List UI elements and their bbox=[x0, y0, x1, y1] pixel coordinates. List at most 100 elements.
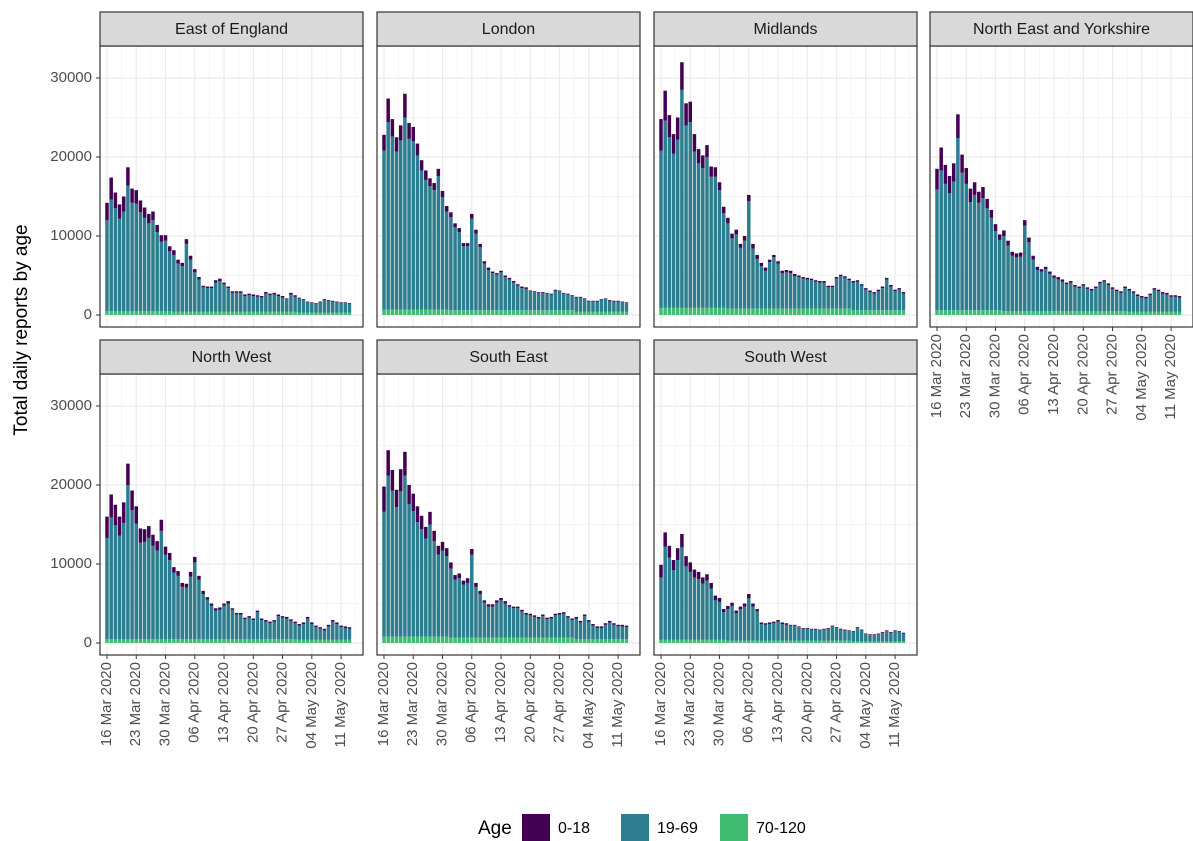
bar-segment bbox=[503, 277, 507, 311]
bar-segment bbox=[595, 300, 599, 302]
bar-segment bbox=[1094, 288, 1098, 312]
bar-segment bbox=[197, 277, 201, 280]
bar-segment bbox=[251, 294, 256, 297]
bar-segment bbox=[155, 541, 159, 551]
bar-segment bbox=[947, 310, 952, 315]
bar-segment bbox=[293, 296, 297, 312]
bar-segment bbox=[675, 117, 680, 140]
bar-segment bbox=[398, 469, 403, 492]
bar-segment bbox=[809, 280, 814, 309]
bar-segment bbox=[541, 614, 545, 617]
x-tick-label: 06 Apr 2020 bbox=[1016, 334, 1033, 415]
bar-segment bbox=[444, 548, 449, 557]
bar-segment bbox=[620, 626, 625, 640]
bar-segment bbox=[536, 310, 541, 315]
bar-segment bbox=[428, 309, 432, 315]
bar-segment bbox=[1069, 281, 1073, 283]
bar-segment bbox=[105, 202, 109, 221]
bar-segment bbox=[428, 511, 432, 525]
bar-segment bbox=[347, 303, 352, 313]
bar-segment bbox=[993, 231, 998, 311]
bar-segment bbox=[864, 633, 868, 635]
bar-segment bbox=[197, 279, 201, 312]
bar-segment bbox=[432, 190, 436, 310]
bar-segment bbox=[612, 311, 616, 315]
bar-segment bbox=[1140, 297, 1144, 312]
bar-segment bbox=[880, 632, 885, 642]
bar-segment bbox=[1123, 288, 1127, 312]
bar-segment bbox=[305, 616, 310, 619]
bar-segment bbox=[499, 270, 503, 273]
bar-segment bbox=[495, 273, 499, 275]
bar-segment bbox=[495, 310, 499, 315]
bar-segment bbox=[1010, 251, 1014, 256]
bar-segment bbox=[788, 308, 793, 315]
bar-segment bbox=[549, 616, 553, 619]
bar-segment bbox=[222, 311, 226, 315]
bar-segment bbox=[532, 291, 537, 293]
bar-segment bbox=[671, 134, 676, 154]
bar-segment bbox=[872, 293, 876, 311]
bar-segment bbox=[767, 624, 772, 641]
bar-segment bbox=[255, 295, 260, 297]
bar-segment bbox=[901, 633, 906, 642]
bar-segment bbox=[876, 291, 881, 311]
bar-segment bbox=[813, 280, 818, 282]
bar-segment bbox=[147, 639, 151, 643]
bar-segment bbox=[951, 163, 956, 182]
bar-segment bbox=[482, 600, 487, 603]
bar-segment bbox=[117, 311, 122, 315]
bar-segment bbox=[738, 243, 743, 248]
bar-segment bbox=[705, 639, 709, 643]
bar-segment bbox=[222, 284, 226, 312]
bar-segment bbox=[1081, 284, 1086, 286]
bar-segment bbox=[511, 281, 516, 283]
bar-segment bbox=[587, 621, 591, 640]
bar-segment bbox=[1165, 292, 1169, 295]
bar-segment bbox=[759, 624, 764, 641]
bar-segment bbox=[272, 621, 276, 640]
bar-segment bbox=[570, 310, 574, 315]
bar-segment bbox=[524, 612, 528, 615]
bar-segment bbox=[624, 639, 629, 643]
bar-segment bbox=[1002, 311, 1006, 315]
bar-segment bbox=[680, 89, 684, 308]
bar-segment bbox=[675, 639, 680, 643]
bar-segment bbox=[520, 609, 524, 612]
bar-segment bbox=[826, 308, 830, 315]
bar-segment bbox=[759, 262, 764, 267]
bar-segment bbox=[297, 312, 302, 315]
bar-segment bbox=[784, 308, 789, 315]
bar-segment bbox=[213, 311, 218, 315]
bar-segment bbox=[424, 636, 428, 643]
bar-segment bbox=[318, 302, 322, 313]
bar-segment bbox=[465, 310, 470, 315]
bar-segment bbox=[793, 273, 797, 277]
bar-segment bbox=[440, 197, 445, 310]
bar-segment bbox=[347, 303, 352, 304]
bar-segment bbox=[449, 310, 453, 315]
bar-segment bbox=[993, 310, 998, 315]
bar-segment bbox=[1043, 269, 1048, 312]
bar-segment bbox=[478, 310, 482, 315]
bar-segment bbox=[784, 640, 789, 643]
bar-segment bbox=[872, 634, 876, 636]
bar-segment bbox=[612, 623, 616, 625]
bar-segment bbox=[663, 120, 667, 308]
bar-segment bbox=[855, 627, 860, 628]
bar-segment bbox=[339, 639, 343, 643]
bar-segment bbox=[490, 637, 495, 643]
bar-segment bbox=[884, 631, 889, 642]
bar-segment bbox=[453, 575, 457, 580]
bar-segment bbox=[318, 639, 322, 643]
bar-segment bbox=[603, 624, 608, 640]
bar-segment bbox=[864, 289, 868, 311]
bar-segment bbox=[1060, 311, 1065, 315]
bar-segment bbox=[855, 641, 860, 643]
bar-segment bbox=[809, 640, 814, 643]
bar-segment bbox=[838, 308, 843, 315]
bar-segment bbox=[465, 246, 470, 311]
bar-segment bbox=[843, 630, 847, 641]
bar-segment bbox=[126, 311, 130, 315]
bar-segment bbox=[977, 310, 981, 315]
